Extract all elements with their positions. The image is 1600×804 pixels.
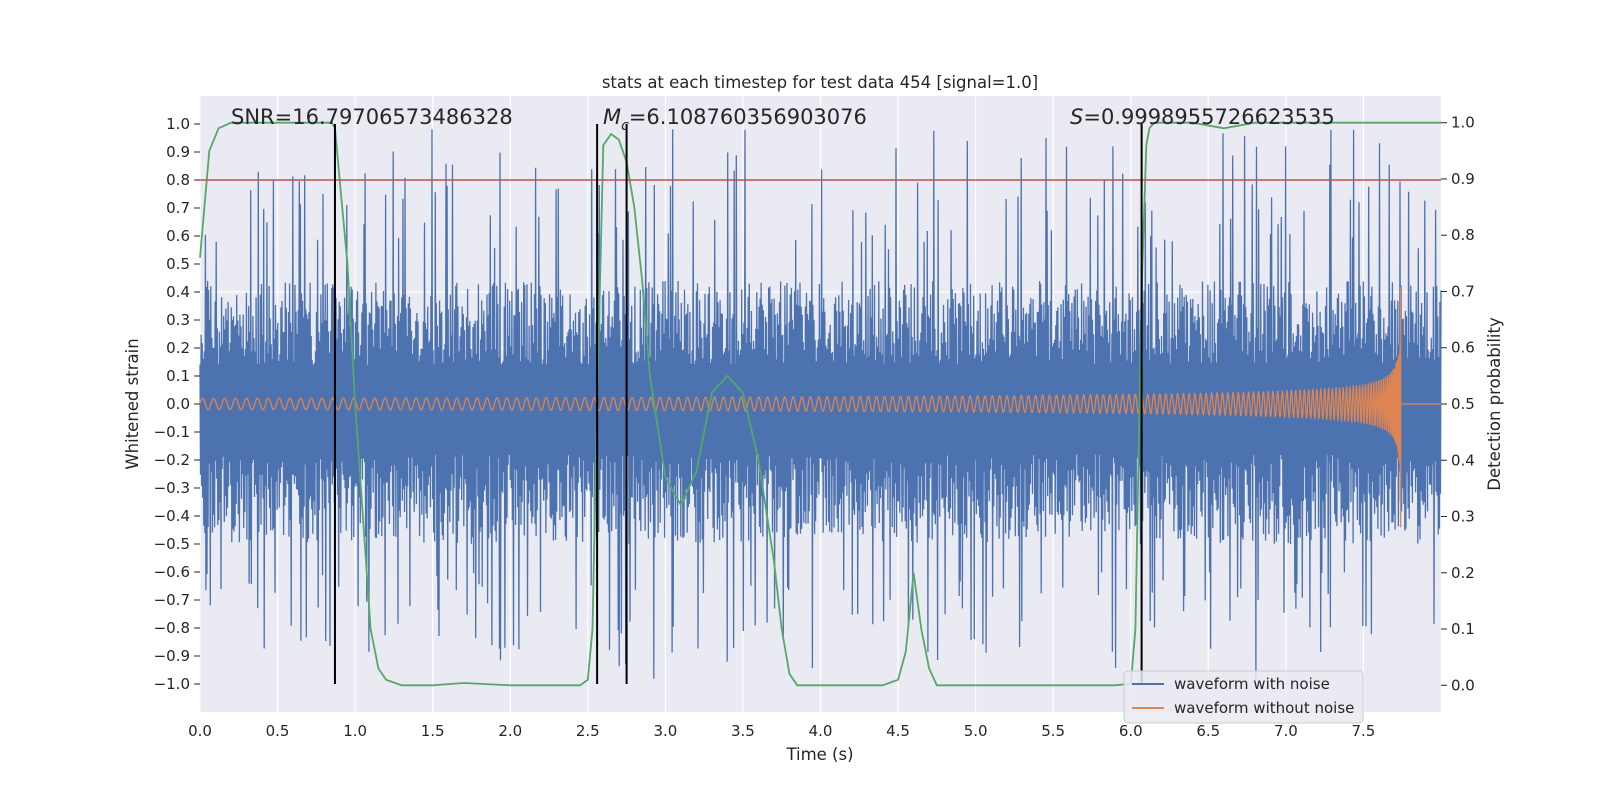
x-tick-label: 0.0 <box>188 722 212 740</box>
x-tick-label: 2.0 <box>498 722 522 740</box>
s-annotation: S=0.9998955726623535 <box>1070 105 1335 129</box>
chirp-mass-annotation: Mc=6.108760356903076 <box>603 105 867 134</box>
y-axis-ticks: 1.0 0.9 0.8 0.7 0.6 0.5 0.4 0.3 0.2 0.1 0.0 −0.1 −0.… <box>154 115 200 693</box>
x-tick-label: 5.5 <box>1041 722 1065 740</box>
x-tick-label: 4.5 <box>886 722 910 740</box>
vertical-markers <box>333 124 1143 684</box>
chirp-series <box>199 286 1441 528</box>
y-tick-label: −0.8 <box>154 619 190 637</box>
x-tick-label: 7.5 <box>1352 722 1376 740</box>
y2-axis-label: Detection probability <box>1485 317 1504 491</box>
y-tick-label: −0.3 <box>154 479 190 497</box>
y-tick-label: 0.7 <box>166 199 190 217</box>
y-tick-label: −0.4 <box>154 507 190 525</box>
x-tick-label: 3.5 <box>731 722 755 740</box>
y-tick-label: −0.9 <box>154 647 190 665</box>
legend-label-clean: waveform without noise <box>1174 699 1354 717</box>
y2-tick-label: 0.4 <box>1451 451 1475 469</box>
snr-annotation: SNR=16.79706573486328 <box>231 105 513 129</box>
x-tick-label: 1.5 <box>421 722 445 740</box>
y2-tick-label: 0.8 <box>1451 226 1475 244</box>
x-tick-label: 6.5 <box>1196 722 1220 740</box>
y2-tick-label: 0.7 <box>1451 282 1475 300</box>
y-tick-label: −0.7 <box>154 591 190 609</box>
x-tick-label: 6.0 <box>1119 722 1143 740</box>
chart-title: stats at each timestep for test data 454… <box>602 73 1038 92</box>
y2-tick-label: 0.3 <box>1451 508 1475 526</box>
x-tick-label: 3.0 <box>653 722 677 740</box>
y-tick-label: 0.2 <box>166 339 190 357</box>
y-tick-label: −1.0 <box>154 675 190 693</box>
x-tick-label: 2.5 <box>576 722 600 740</box>
x-tick-label: 7.0 <box>1274 722 1298 740</box>
y2-tick-label: 0.0 <box>1451 676 1475 694</box>
y-tick-label: 0.5 <box>166 255 190 273</box>
x-tick-label: 1.0 <box>343 722 367 740</box>
x-axis-ticks: 0.0 0.5 1.0 1.5 2.0 2.5 3.0 3.5 4.0 4.5 5.0 5.5 6.0 6… <box>188 722 1375 740</box>
y2-tick-label: 0.6 <box>1451 339 1475 357</box>
y-tick-label: 0.0 <box>166 395 190 413</box>
y-tick-label: 0.4 <box>166 283 190 301</box>
y-tick-label: −0.6 <box>154 563 190 581</box>
y-axis-label: Whitened strain <box>123 338 142 469</box>
y2-tick-label: 0.5 <box>1451 395 1475 413</box>
y-tick-label: 0.8 <box>166 171 190 189</box>
y-tick-label: −0.5 <box>154 535 190 553</box>
y-tick-label: 0.1 <box>166 367 190 385</box>
probability-series <box>199 121 1441 687</box>
y-tick-label: 0.3 <box>166 311 190 329</box>
x-tick-label: 4.0 <box>809 722 833 740</box>
noise-series <box>199 129 1442 680</box>
y-tick-label: −0.1 <box>154 423 190 441</box>
y2-tick-label: 1.0 <box>1451 114 1475 132</box>
y-tick-label: 0.9 <box>166 143 190 161</box>
detection-probability-line <box>199 121 1441 687</box>
y2-tick-label: 0.9 <box>1451 170 1475 188</box>
y2-tick-label: 0.2 <box>1451 564 1475 582</box>
clean-waveform-line <box>199 286 1441 528</box>
x-axis-label: Time (s) <box>785 745 853 764</box>
legend-box <box>1123 670 1364 724</box>
legend-label-noise: waveform with noise <box>1174 675 1330 693</box>
y-tick-label: 0.6 <box>166 227 190 245</box>
x-tick-label: 0.5 <box>266 722 290 740</box>
y-tick-label: −0.2 <box>154 451 190 469</box>
y2-tick-label: 0.1 <box>1451 620 1475 638</box>
x-tick-label: 5.0 <box>964 722 988 740</box>
noise-waveform-line <box>199 129 1442 680</box>
y-tick-label: 1.0 <box>166 115 190 133</box>
y2-axis-ticks: 1.0 0.9 0.8 0.7 0.6 0.5 0.4 0.3 0.2 0.1 0.0 <box>1441 114 1475 694</box>
legend: waveform with noise waveform without noi… <box>1123 670 1364 724</box>
